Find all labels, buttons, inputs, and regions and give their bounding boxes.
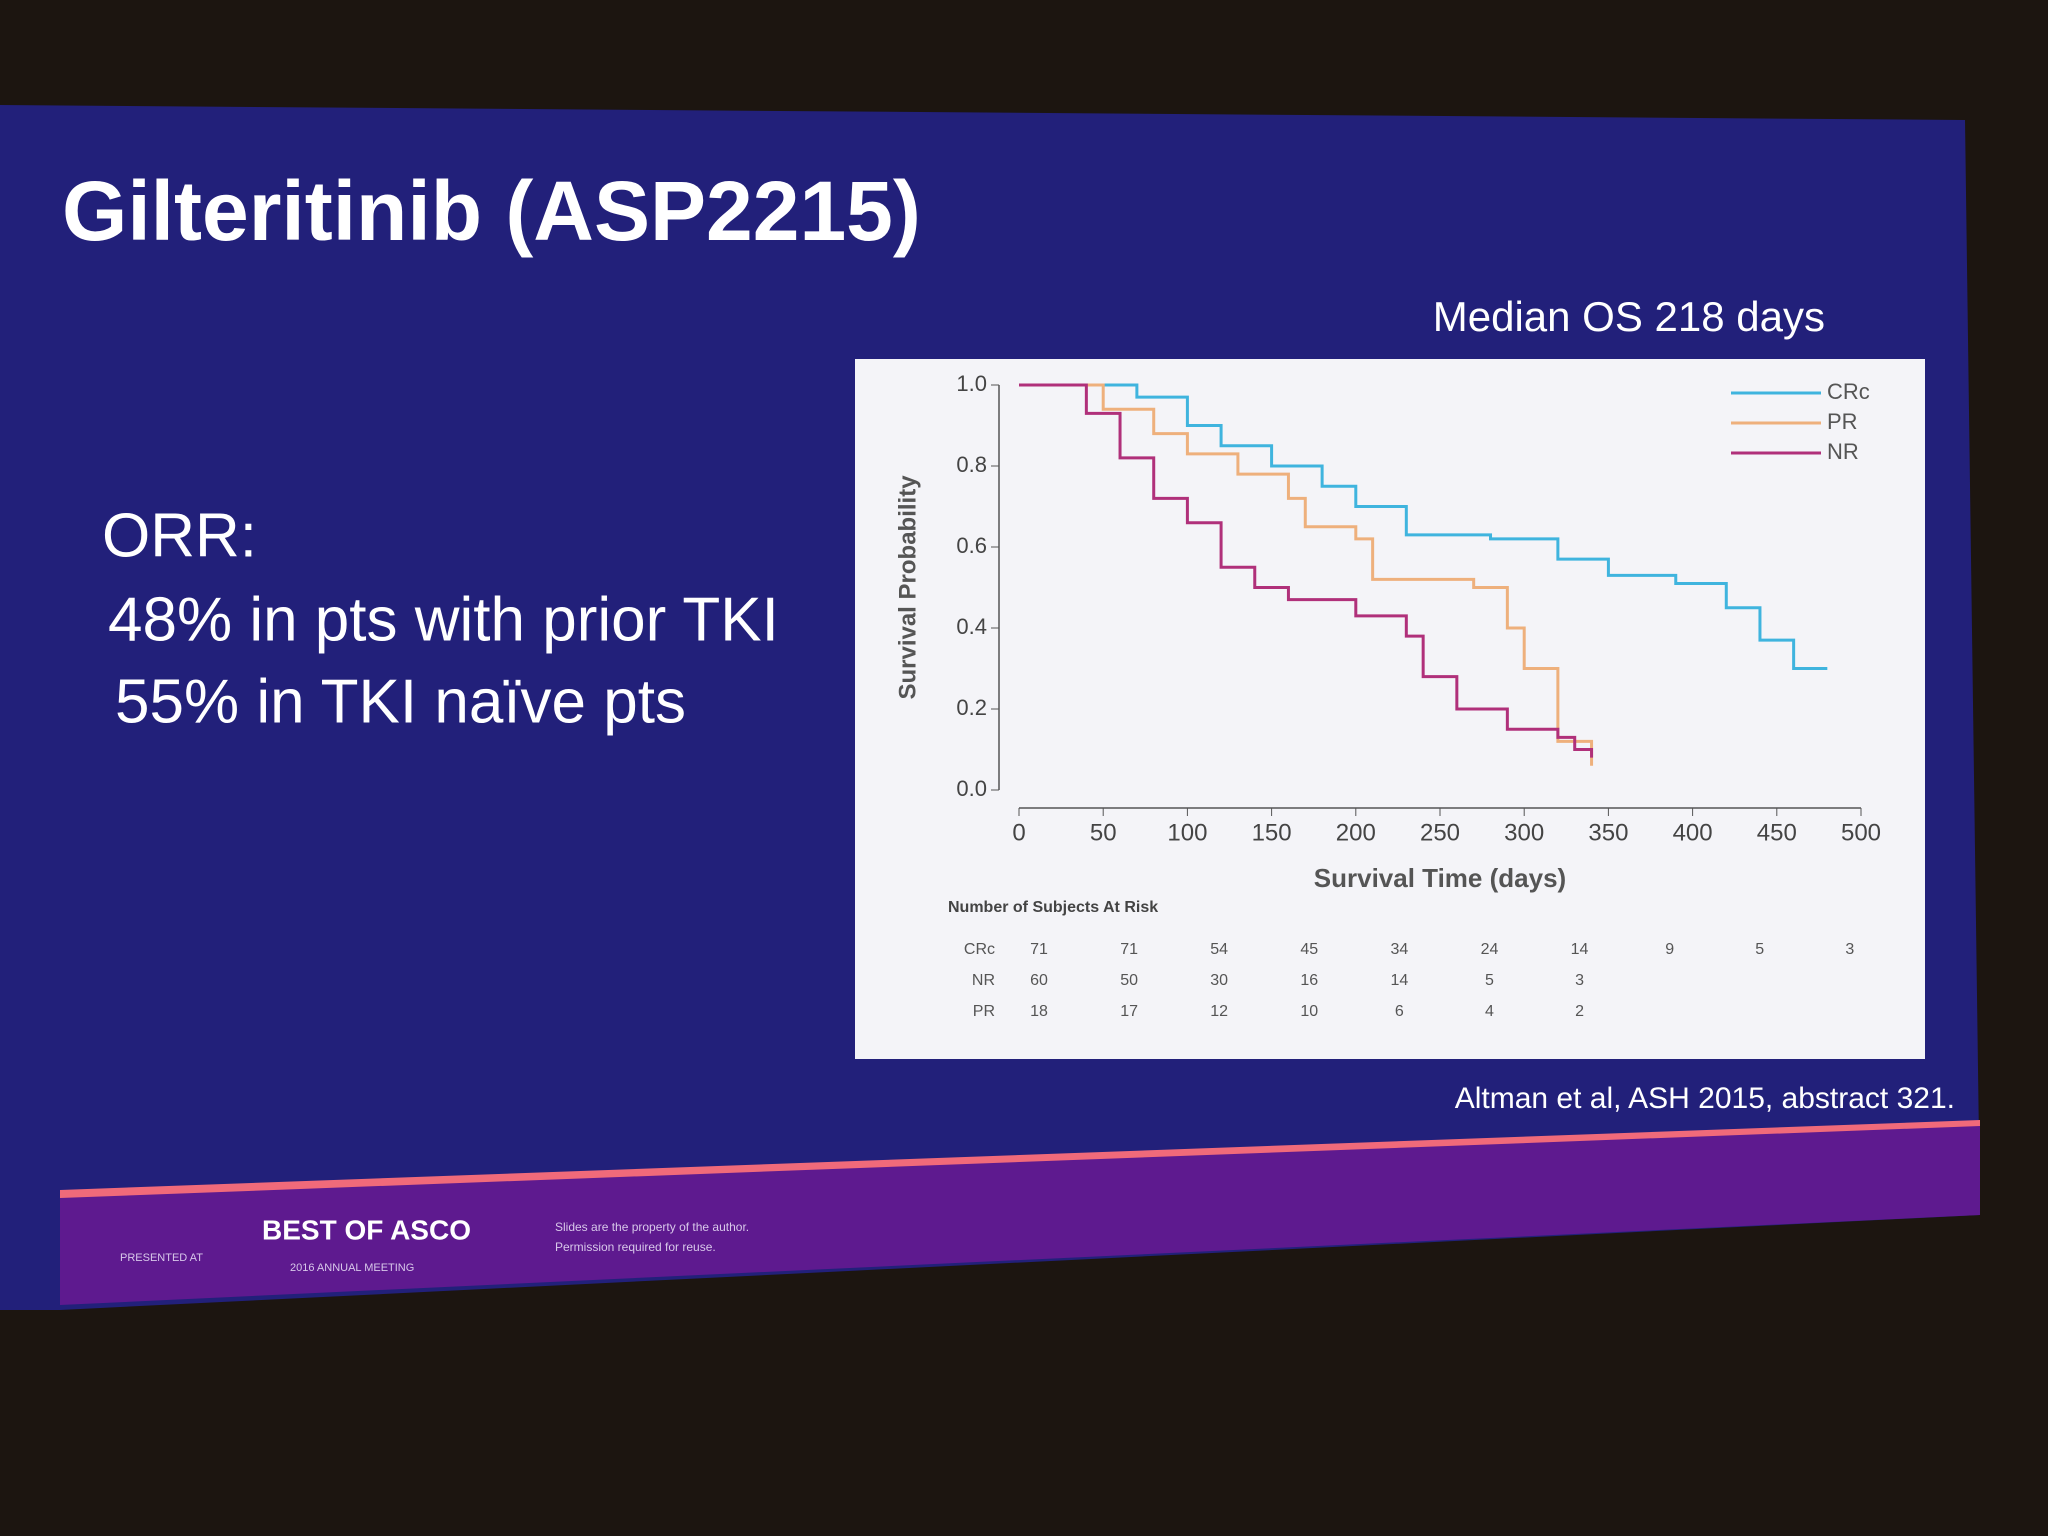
- footer-presented: PRESENTED AT: [120, 1252, 203, 1264]
- citation: Altman et al, ASH 2015, abstract 321.: [1455, 1082, 1955, 1115]
- risk-count: 9: [1665, 941, 1674, 958]
- risk-count: 16: [1300, 972, 1318, 989]
- x-tick-label: 150: [1252, 819, 1292, 846]
- risk-count: 5: [1755, 941, 1764, 958]
- risk-count: 2: [1575, 1003, 1584, 1020]
- risk-row-label: CRc: [964, 941, 995, 958]
- risk-count: 14: [1390, 972, 1408, 989]
- plot: 0.00.20.40.60.81.00 50 100 150 200 250 300 350 4…: [894, 371, 1881, 1020]
- x-tick-label: 500: [1841, 819, 1881, 846]
- risk-count: 60: [1030, 972, 1048, 989]
- risk-count: 5: [1485, 972, 1494, 989]
- footer-band: [60, 1125, 1980, 1305]
- footer-meeting: 2016 ANNUAL MEETING: [290, 1262, 414, 1274]
- y-tick-label: 0.4: [956, 614, 987, 639]
- x-tick-label: 100: [1167, 819, 1207, 846]
- risk-count: 34: [1390, 941, 1408, 958]
- slide-title: Gilteritinib (ASP2215): [62, 164, 921, 258]
- x-tick-label: 350: [1588, 819, 1628, 846]
- y-tick-label: 0.6: [956, 533, 987, 558]
- risk-count: 6: [1395, 1003, 1404, 1020]
- bullet: 48% in pts with prior TKI: [108, 585, 779, 654]
- risk-count: 54: [1210, 941, 1228, 958]
- x-tick-label: 300: [1504, 819, 1544, 846]
- x-tick-label: 400: [1673, 819, 1713, 846]
- risk-table-title: Number of Subjects At Risk: [948, 899, 1158, 916]
- legend-label: NR: [1827, 439, 1859, 464]
- x-tick-label: 50: [1090, 819, 1117, 846]
- y-tick-label: 0.8: [956, 452, 987, 477]
- risk-count: 24: [1481, 941, 1499, 958]
- y-axis-label: Survival Probability: [894, 475, 921, 700]
- risk-count: 45: [1300, 941, 1318, 958]
- x-tick-label: 250: [1420, 819, 1460, 846]
- risk-count: 71: [1030, 941, 1048, 958]
- x-tick-label: 0: [1012, 819, 1025, 846]
- risk-count: 17: [1120, 1003, 1138, 1020]
- bullet: 55% in TKI naïve pts: [115, 667, 686, 736]
- survival-curve: [1019, 383, 1828, 670]
- risk-count: 10: [1300, 1003, 1318, 1020]
- x-tick-label: 200: [1336, 819, 1376, 846]
- x-axis-label: Survival Time (days): [1314, 863, 1566, 893]
- risk-row-label: NR: [972, 972, 995, 989]
- survival-curve: [1019, 383, 1594, 758]
- bullet: ORR:: [102, 501, 257, 570]
- risk-row-label: PR: [973, 1003, 995, 1020]
- x-tick-label: 450: [1757, 819, 1797, 846]
- footer-brand: BEST OF ASCO: [262, 1214, 471, 1245]
- legend-label: CRc: [1827, 379, 1870, 404]
- footer-rule: [60, 1120, 1980, 1198]
- risk-count: 18: [1030, 1003, 1048, 1020]
- legend-label: PR: [1827, 409, 1858, 434]
- chart-title: Median OS 218 days: [1433, 293, 1825, 340]
- y-tick-label: 0.0: [956, 776, 987, 801]
- risk-count: 50: [1120, 972, 1138, 989]
- risk-count: 12: [1210, 1003, 1228, 1020]
- y-tick-label: 0.2: [956, 695, 987, 720]
- risk-count: 3: [1575, 972, 1584, 989]
- chart-panel: [855, 359, 1925, 1059]
- risk-count: 3: [1845, 941, 1854, 958]
- risk-count: 14: [1571, 941, 1589, 958]
- footer-note: Slides are the property of the author.: [555, 1220, 749, 1234]
- risk-count: 71: [1120, 941, 1138, 958]
- risk-count: 4: [1485, 1003, 1494, 1020]
- y-tick-label: 1.0: [956, 371, 987, 396]
- risk-count: 30: [1210, 972, 1228, 989]
- footer-note: Permission required for reuse.: [555, 1240, 716, 1254]
- survival-curve: [1019, 383, 1594, 766]
